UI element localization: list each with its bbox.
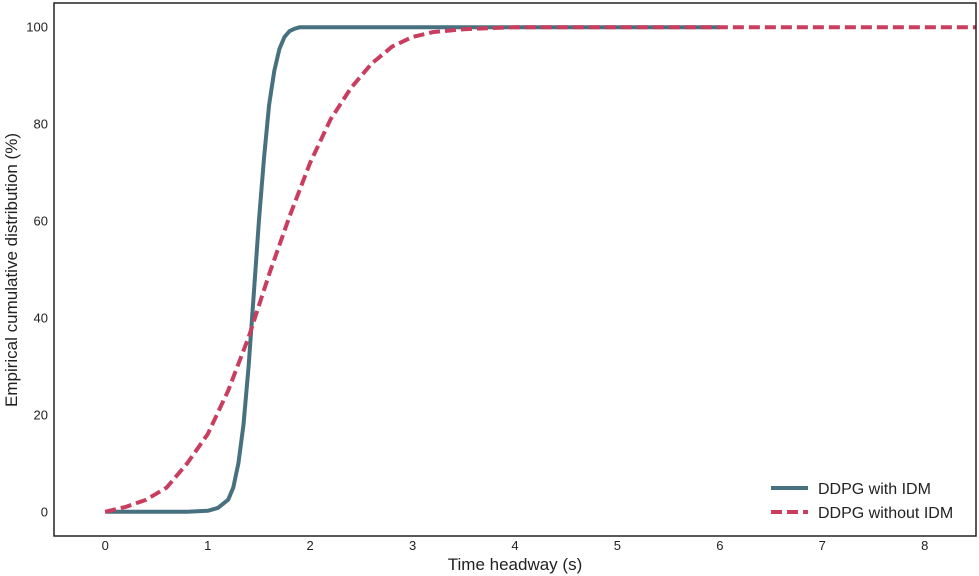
y-tick-label: 40 <box>34 311 48 326</box>
y-tick-label: 80 <box>34 117 48 132</box>
series-line-ddpg-without-idm <box>104 25 976 514</box>
legend-label-ddpg-with-idm: DDPG with IDM <box>818 481 931 498</box>
y-tick-label: 20 <box>34 407 48 422</box>
x-tick-label: 2 <box>306 538 313 553</box>
y-axis-label: Empirical cumulative distribution (%) <box>2 133 21 407</box>
y-tick-labels: 0 20 40 60 80 100 <box>26 20 48 520</box>
x-tick-label: 5 <box>614 538 621 553</box>
y-tick-label: 60 <box>34 214 48 229</box>
x-tick-label: 7 <box>819 538 826 553</box>
x-tick-label: 1 <box>204 538 211 553</box>
legend-label-ddpg-without-idm: DDPG without IDM <box>818 505 953 522</box>
x-tick-label: 4 <box>511 538 518 553</box>
x-tick-label: 6 <box>716 538 723 553</box>
x-tick-label: 8 <box>921 538 928 553</box>
x-axis-label: Time headway (s) <box>448 555 582 574</box>
series-line-ddpg-with-idm <box>105 25 720 514</box>
y-tick-label: 0 <box>41 504 48 519</box>
x-tick-label: 0 <box>102 538 109 553</box>
x-tick-labels: 0 1 2 3 4 5 6 7 8 <box>102 538 929 553</box>
y-tick-label: 100 <box>26 20 48 35</box>
series-layer <box>104 25 976 514</box>
plot-frame <box>53 2 977 537</box>
x-tick-label: 3 <box>409 538 416 553</box>
legend: DDPG with IDM DDPG without IDM <box>771 481 953 522</box>
